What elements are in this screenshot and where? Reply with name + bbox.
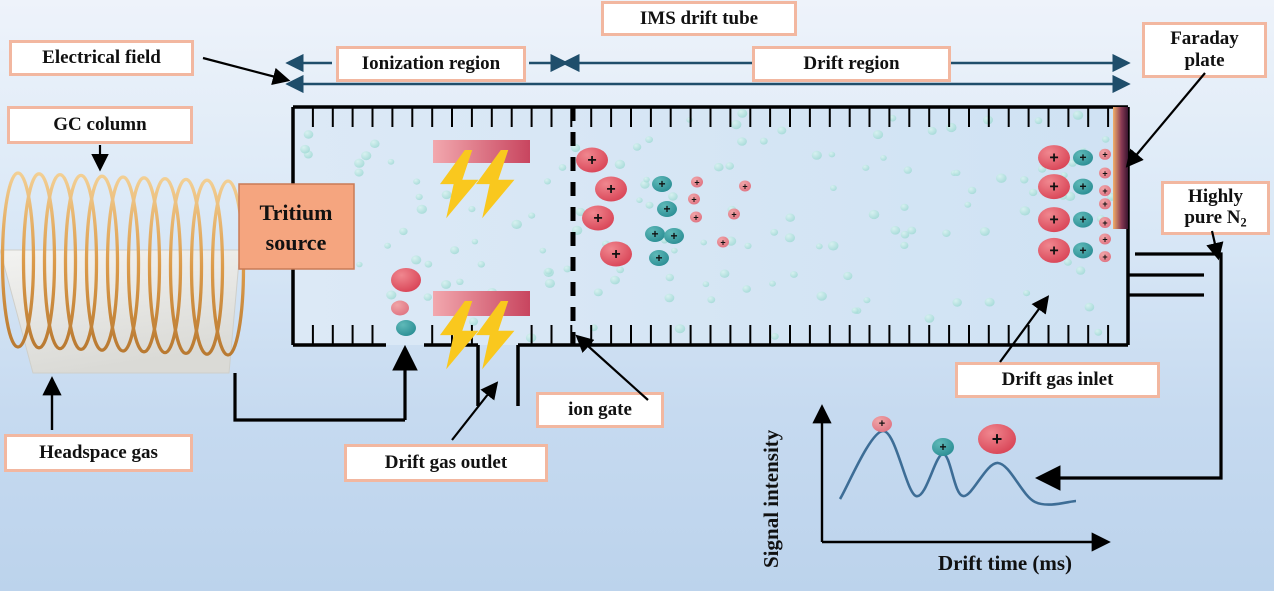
svg-text:+: + bbox=[593, 210, 602, 227]
svg-text:+: + bbox=[1102, 218, 1107, 228]
svg-text:+: + bbox=[1102, 252, 1107, 262]
svg-text:+: + bbox=[1049, 179, 1058, 196]
svg-text:+: + bbox=[1102, 234, 1107, 244]
svg-text:+: + bbox=[1102, 168, 1107, 178]
svg-text:+: + bbox=[1049, 212, 1058, 229]
svg-text:+: + bbox=[742, 181, 747, 191]
svg-text:+: + bbox=[693, 212, 698, 222]
svg-text:Tritium: Tritium bbox=[260, 200, 333, 225]
svg-text:+: + bbox=[1079, 180, 1086, 194]
svg-text:+: + bbox=[992, 429, 1003, 449]
svg-text:+: + bbox=[651, 227, 658, 241]
svg-text:+: + bbox=[691, 194, 696, 204]
svg-text:+: + bbox=[1079, 151, 1086, 165]
svg-text:+: + bbox=[1049, 150, 1058, 167]
svg-text:+: + bbox=[1079, 243, 1086, 257]
svg-text:+: + bbox=[587, 152, 596, 169]
svg-text:+: + bbox=[939, 440, 946, 454]
svg-text:+: + bbox=[1079, 213, 1086, 227]
svg-text:source: source bbox=[266, 230, 327, 255]
svg-text:+: + bbox=[655, 251, 662, 265]
svg-text:+: + bbox=[879, 418, 885, 430]
svg-text:+: + bbox=[731, 209, 736, 219]
svg-text:+: + bbox=[1102, 150, 1107, 160]
svg-text:+: + bbox=[658, 177, 665, 191]
svg-text:+: + bbox=[663, 202, 670, 216]
svg-text:+: + bbox=[1102, 199, 1107, 209]
svg-text:+: + bbox=[1102, 186, 1107, 196]
svg-text:+: + bbox=[606, 181, 615, 198]
svg-text:+: + bbox=[694, 177, 699, 187]
svg-text:+: + bbox=[611, 246, 620, 263]
svg-text:+: + bbox=[670, 229, 677, 243]
svg-text:+: + bbox=[720, 237, 725, 247]
svg-text:+: + bbox=[1049, 242, 1058, 259]
